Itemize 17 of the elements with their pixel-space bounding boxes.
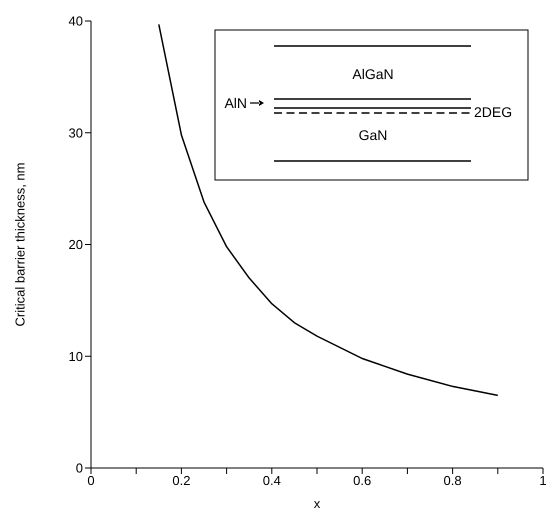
y-tick-label: 30: [68, 125, 83, 140]
x-tick-label: 0: [87, 473, 95, 488]
annotation: AlGaN: [352, 66, 394, 82]
annotation: 2DEG: [474, 104, 512, 120]
x-axis-title: x: [314, 496, 321, 511]
x-tick-label: 0.6: [353, 473, 372, 488]
y-tick-label: 40: [68, 14, 83, 29]
x-tick-label: 0.8: [444, 473, 462, 488]
y-axis-title: Critical barrier thickness, nm: [12, 162, 28, 326]
x-tick-label: 0.2: [172, 473, 190, 488]
y-tick-label: 0: [76, 460, 83, 476]
x-tick-label: 0.4: [262, 473, 281, 488]
x-tick-label: 1: [539, 473, 547, 488]
y-tick-label: 20: [68, 237, 83, 252]
y-tick-label: 10: [68, 348, 83, 364]
annotation: AlN: [224, 95, 247, 111]
annotation: GaN: [358, 127, 388, 143]
